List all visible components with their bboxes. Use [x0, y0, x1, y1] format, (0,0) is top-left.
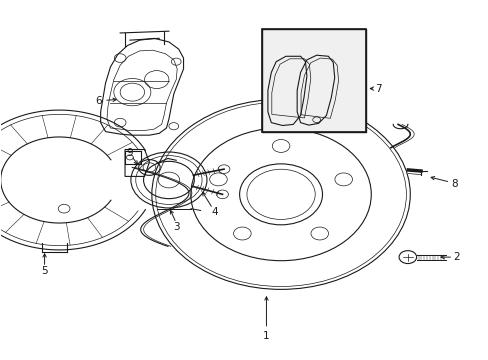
Text: 9: 9 [126, 148, 133, 158]
Text: 7: 7 [374, 84, 381, 94]
Text: 6: 6 [95, 96, 102, 106]
Text: 4: 4 [211, 207, 218, 217]
Bar [261, 30, 366, 132]
Text: 2: 2 [452, 252, 459, 262]
Text: 1: 1 [263, 331, 269, 341]
Text: 3: 3 [173, 222, 179, 231]
Bar [261, 30, 366, 132]
Text: 8: 8 [450, 179, 457, 189]
Text: 5: 5 [41, 266, 48, 276]
